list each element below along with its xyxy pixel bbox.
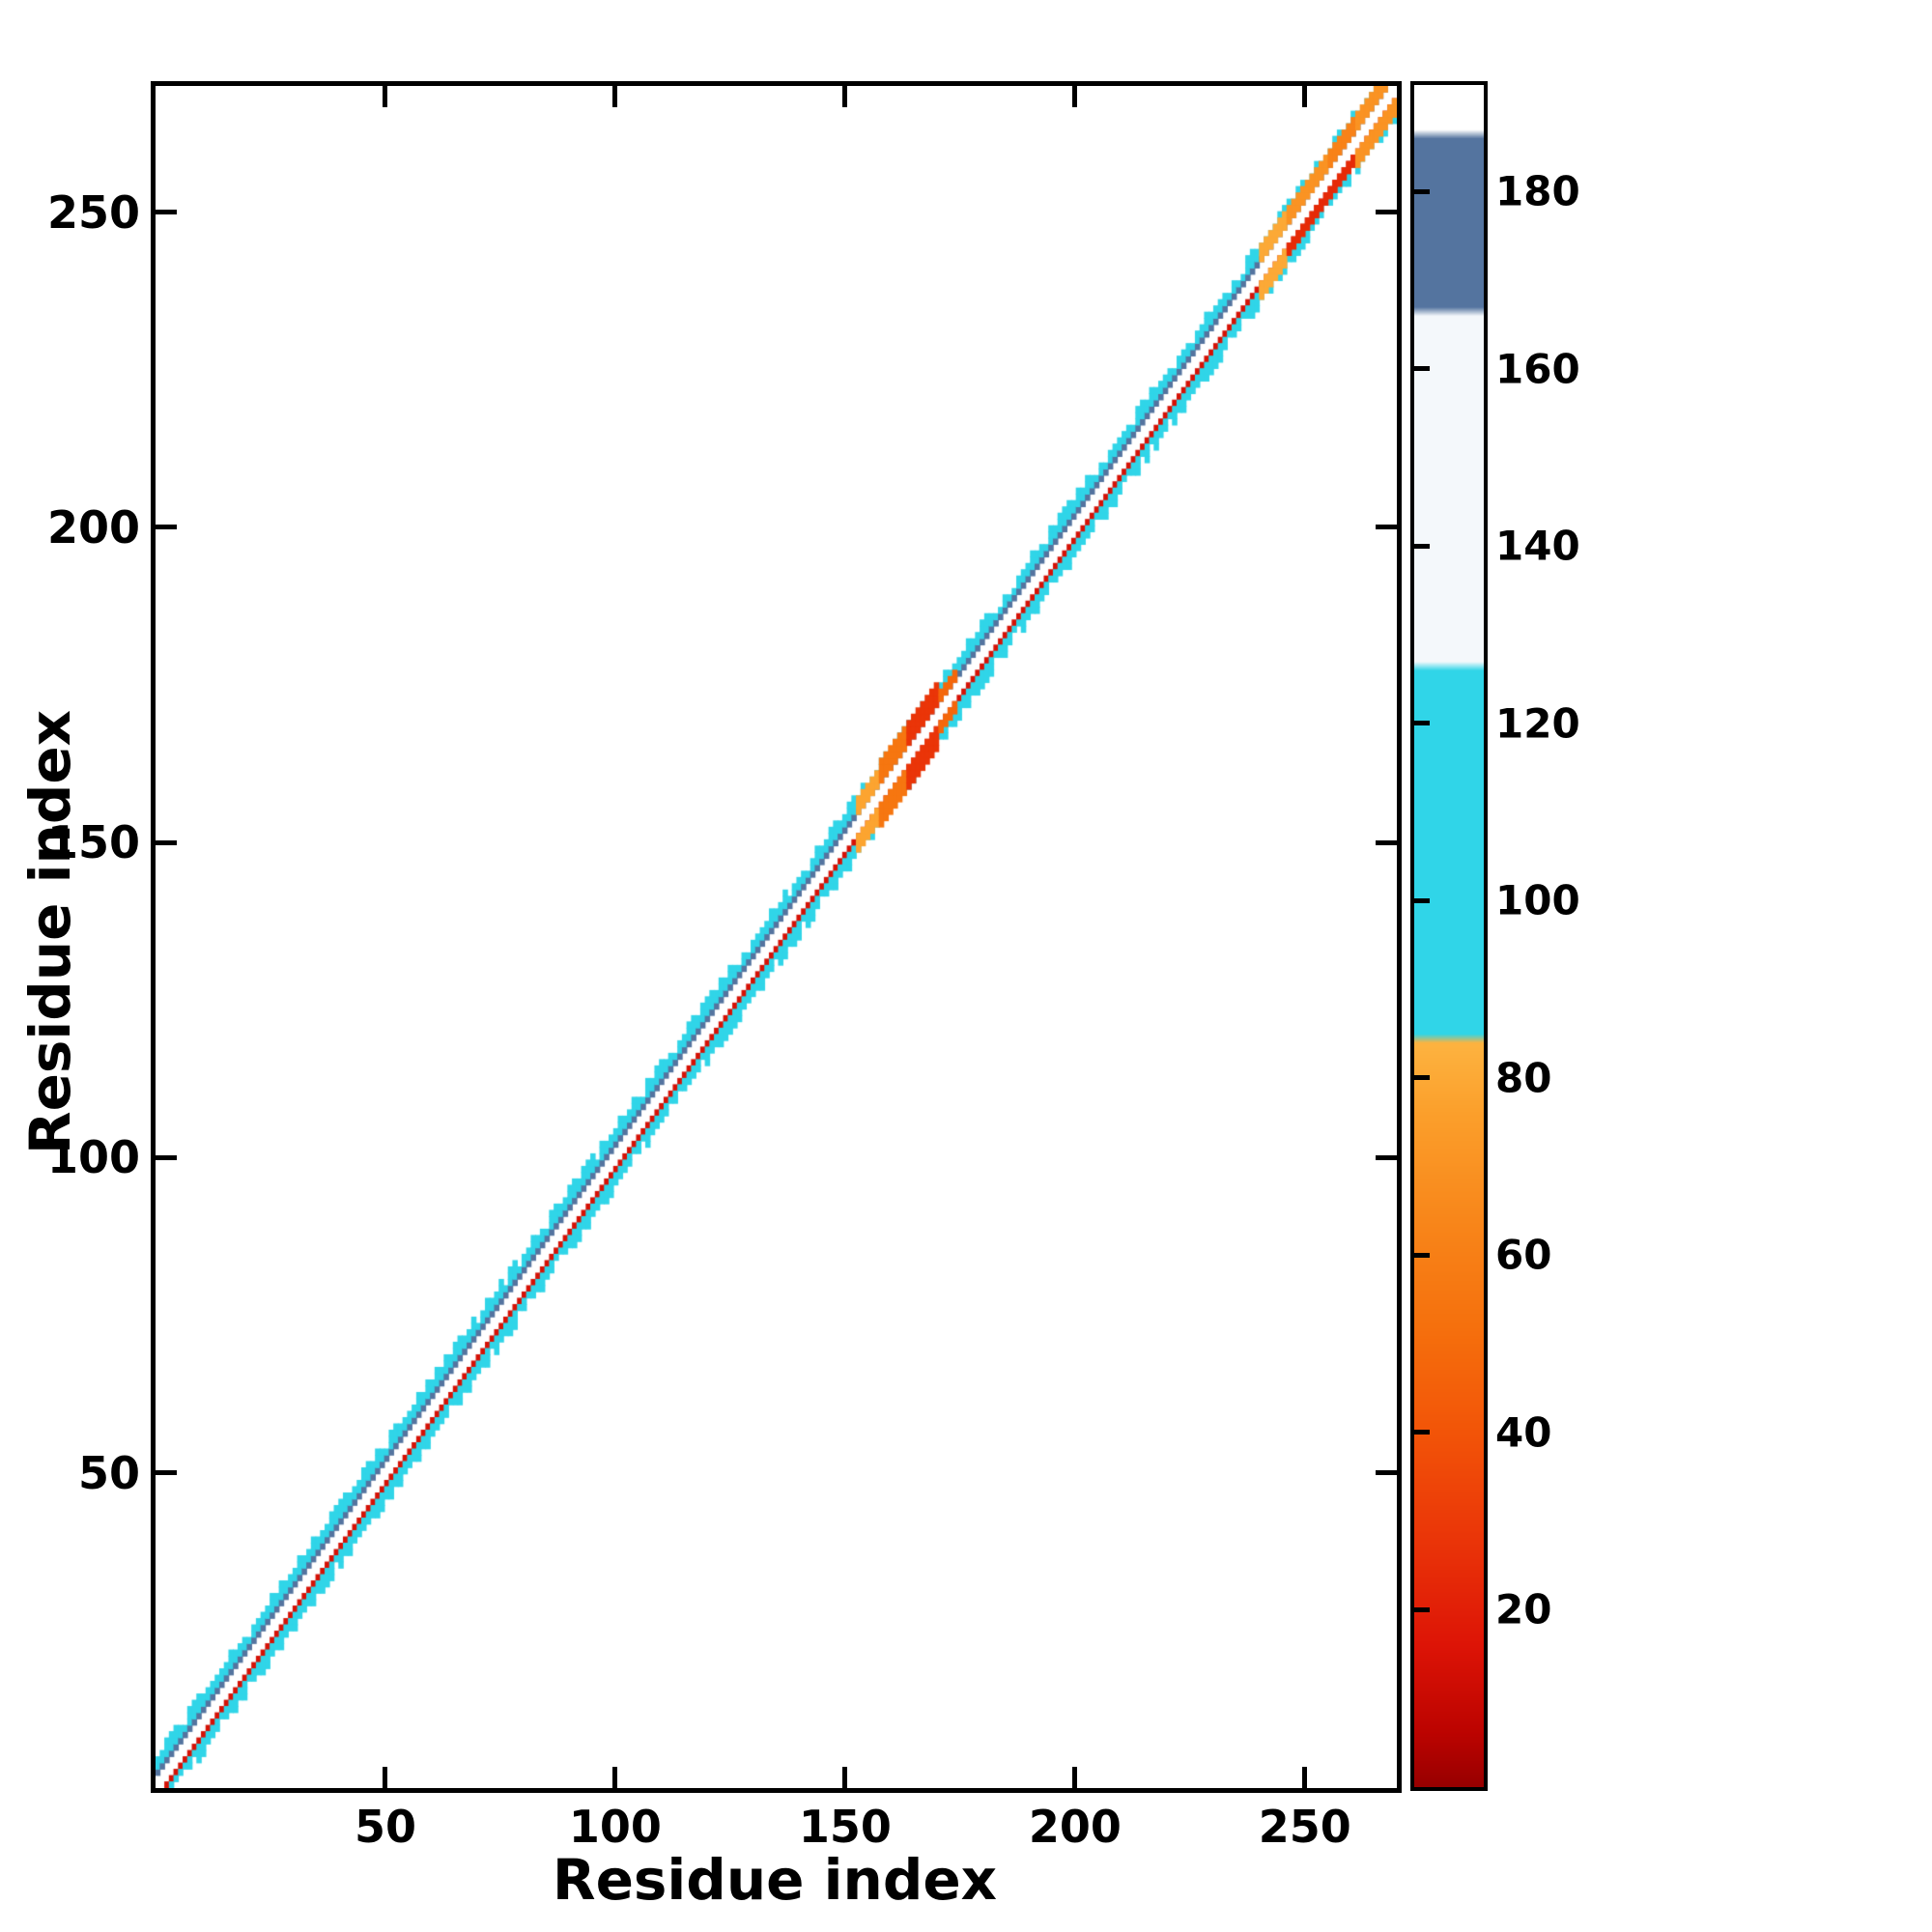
tick-mark [1376, 210, 1397, 215]
colorbar-tick-label: 180 [1495, 167, 1580, 215]
contact-map-heatmap [156, 86, 1397, 1788]
tick-mark [383, 1767, 388, 1788]
x-tick-label: 50 [354, 1801, 416, 1853]
tick-mark [156, 210, 177, 215]
tick-mark [612, 86, 618, 107]
y-axis-title: Residue index [17, 709, 83, 1155]
y-tick-label: 100 [46, 1131, 140, 1184]
colorbar-tick-mark [1414, 897, 1430, 903]
x-axis-title: Residue index [552, 1847, 998, 1913]
y-tick-label: 200 [46, 500, 140, 554]
colorbar [1410, 81, 1488, 1791]
colorbar-tick-mark [1414, 543, 1430, 549]
tick-mark [612, 1767, 618, 1788]
colorbar-tick-mark [1414, 1075, 1430, 1081]
colorbar-tick-label: 60 [1495, 1231, 1552, 1279]
tick-mark [1072, 86, 1078, 107]
x-tick-label: 250 [1258, 1801, 1351, 1853]
tick-mark [1302, 1767, 1308, 1788]
tick-mark [1376, 1154, 1397, 1160]
colorbar-tick-mark [1414, 366, 1430, 372]
x-tick-label: 150 [798, 1801, 892, 1853]
tick-mark [1072, 1767, 1078, 1788]
colorbar-gradient [1414, 85, 1484, 1787]
tick-mark [383, 86, 388, 107]
colorbar-tick-label: 20 [1495, 1585, 1552, 1634]
colorbar-tick-mark [1414, 1430, 1430, 1435]
plot-area [151, 81, 1402, 1793]
colorbar-tick-label: 160 [1495, 345, 1580, 393]
tick-mark [156, 525, 177, 530]
x-tick-label: 100 [568, 1801, 662, 1853]
colorbar-tick-mark [1414, 721, 1430, 726]
tick-mark [1376, 1470, 1397, 1476]
tick-mark [156, 1470, 177, 1476]
colorbar-tick-mark [1414, 188, 1430, 194]
tick-mark [842, 86, 848, 107]
colorbar-tick-label: 140 [1495, 522, 1580, 570]
x-tick-label: 200 [1028, 1801, 1122, 1853]
tick-mark [842, 1767, 848, 1788]
tick-mark [156, 839, 177, 845]
colorbar-tick-mark [1414, 1252, 1430, 1258]
colorbar-tick-mark [1414, 1606, 1430, 1612]
colorbar-tick-label: 80 [1495, 1054, 1552, 1102]
y-tick-label: 150 [46, 816, 140, 869]
tick-mark [1376, 525, 1397, 530]
tick-mark [1302, 86, 1308, 107]
tick-mark [1376, 839, 1397, 845]
tick-mark [156, 1154, 177, 1160]
colorbar-tick-label: 120 [1495, 699, 1580, 748]
colorbar-tick-label: 100 [1495, 876, 1580, 924]
y-tick-label: 250 [46, 185, 140, 239]
y-tick-label: 50 [77, 1446, 140, 1499]
colorbar-tick-label: 40 [1495, 1408, 1552, 1457]
